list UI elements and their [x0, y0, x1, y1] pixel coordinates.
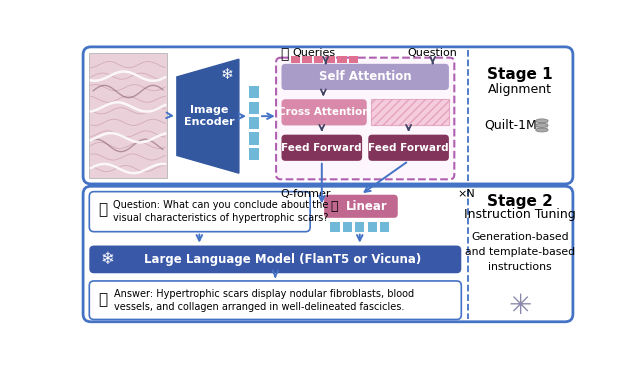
Text: Cross Attention: Cross Attention — [278, 107, 370, 117]
FancyBboxPatch shape — [90, 281, 461, 319]
Text: Self Attention: Self Attention — [319, 70, 412, 84]
Text: Quilt-1M: Quilt-1M — [484, 118, 537, 131]
Text: Image
Encoder: Image Encoder — [184, 105, 235, 127]
Text: ×N: ×N — [458, 189, 475, 199]
FancyBboxPatch shape — [282, 99, 367, 126]
Bar — [249, 101, 259, 114]
Text: Generation-based
and template-based
instructions: Generation-based and template-based inst… — [465, 232, 575, 272]
Bar — [303, 56, 312, 63]
Text: Feed Forward: Feed Forward — [368, 143, 449, 153]
Polygon shape — [177, 59, 239, 173]
FancyBboxPatch shape — [368, 135, 449, 161]
Text: Question: What can you conclude about the
visual characteristics of hypertrophic: Question: What can you conclude about th… — [113, 200, 328, 223]
Bar — [314, 56, 323, 63]
Bar — [536, 126, 548, 130]
Text: Alignment: Alignment — [488, 84, 552, 96]
Bar — [337, 56, 347, 63]
Bar — [349, 56, 358, 63]
Bar — [249, 148, 259, 160]
Text: Queries: Queries — [292, 48, 335, 58]
FancyBboxPatch shape — [83, 47, 573, 184]
Text: Feed Forward: Feed Forward — [282, 143, 362, 153]
Bar — [291, 56, 300, 63]
Text: 🔧: 🔧 — [99, 292, 108, 307]
Ellipse shape — [536, 128, 548, 132]
Text: Question: Question — [408, 48, 458, 58]
Ellipse shape — [536, 123, 548, 127]
Bar — [249, 117, 259, 129]
FancyBboxPatch shape — [282, 64, 449, 90]
Bar — [326, 56, 335, 63]
Text: Large Language Model (FlanT5 or Vicuna): Large Language Model (FlanT5 or Vicuna) — [145, 253, 422, 266]
FancyBboxPatch shape — [282, 135, 362, 161]
Bar — [249, 86, 259, 99]
Bar — [330, 222, 340, 232]
FancyBboxPatch shape — [90, 192, 310, 232]
Text: 🔥: 🔥 — [280, 47, 289, 62]
Bar — [343, 222, 352, 232]
Ellipse shape — [536, 119, 548, 123]
Text: ✳: ✳ — [509, 292, 532, 320]
Bar — [355, 222, 364, 232]
FancyBboxPatch shape — [90, 246, 461, 273]
Text: ❄: ❄ — [221, 67, 234, 82]
Text: Answer: Hypertrophic scars display nodular fibroblasts, blood
vessels, and colla: Answer: Hypertrophic scars display nodul… — [114, 289, 414, 312]
Text: Instruction Tuning: Instruction Tuning — [465, 208, 576, 221]
Bar — [90, 53, 167, 178]
Text: Stage 2: Stage 2 — [487, 194, 553, 209]
Bar — [249, 132, 259, 145]
FancyBboxPatch shape — [276, 58, 454, 179]
Bar — [380, 222, 389, 232]
Text: 👤: 👤 — [99, 203, 108, 218]
Bar — [371, 99, 449, 126]
FancyBboxPatch shape — [83, 186, 573, 322]
Text: 🔥: 🔥 — [330, 200, 338, 213]
Text: Linear: Linear — [346, 200, 388, 213]
Text: Stage 1: Stage 1 — [488, 67, 553, 82]
Bar — [367, 222, 377, 232]
FancyBboxPatch shape — [324, 195, 397, 218]
Text: Q-former: Q-former — [280, 189, 330, 199]
Text: ❄: ❄ — [100, 250, 114, 268]
Bar — [536, 121, 548, 126]
